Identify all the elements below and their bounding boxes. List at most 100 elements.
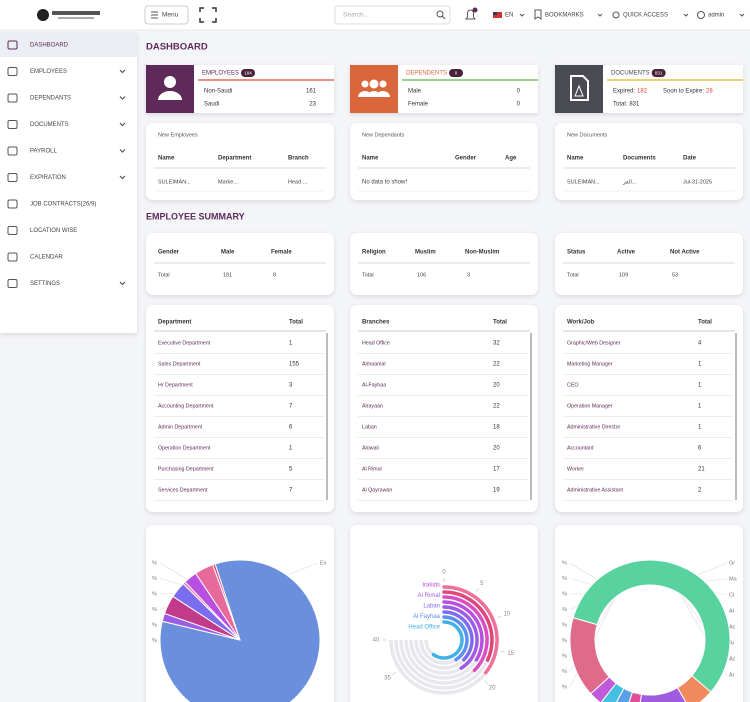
- sidebar: [0, 33, 137, 333]
- column-header: Total: [698, 320, 712, 326]
- row-label: Worker: [567, 466, 584, 472]
- slice-label: Al: [729, 608, 734, 614]
- stat-value: 28: [706, 89, 713, 95]
- nav-item[interactable]: DOCUMENTS: [30, 122, 69, 128]
- row-label: Marketing Manager: [567, 361, 613, 367]
- stat-title: DOCUMENTS: [611, 71, 650, 77]
- slice-label: %: [152, 622, 157, 628]
- row-total: 18: [493, 425, 500, 431]
- column-header: Branches: [362, 320, 390, 326]
- cell: Total: [567, 272, 579, 278]
- row-total: 1: [698, 425, 702, 431]
- row-total: 17: [493, 467, 500, 473]
- stat-icon-bg: [555, 65, 603, 113]
- row-label: Al Qayrawan: [362, 487, 392, 493]
- pdf-icon: [574, 84, 584, 97]
- fullscreen-icon[interactable]: [199, 7, 217, 23]
- tick-label: 40: [373, 638, 380, 644]
- language[interactable]: EN: [505, 13, 513, 19]
- legend-label: Irakids: [422, 583, 440, 589]
- column-header: Total: [493, 320, 507, 326]
- column-header: Department: [158, 320, 191, 326]
- card: [555, 123, 743, 200]
- cell: Total: [158, 272, 170, 278]
- card: [555, 305, 743, 512]
- cell: 109: [619, 272, 628, 278]
- menu-button[interactable]: [144, 5, 189, 25]
- row-total: 4: [698, 341, 702, 347]
- pdf-icon: [570, 75, 589, 101]
- row-total: 21: [698, 467, 705, 473]
- row-label: Executive Department: [158, 340, 211, 346]
- nav-item[interactable]: EMPLOYEES: [30, 69, 67, 75]
- ring-bar: [442, 585, 499, 675]
- row-total: 1: [698, 362, 702, 368]
- nav-item[interactable]: LOCATION WISE: [30, 228, 77, 234]
- nav-item[interactable]: EXPIRATION: [30, 175, 66, 181]
- user-name[interactable]: admin: [708, 13, 724, 19]
- slice-label: %: [562, 669, 567, 675]
- nav-icon: [7, 199, 18, 209]
- ring-bar: [442, 605, 479, 670]
- stat-label: Non-Saudi: [204, 89, 232, 95]
- tick-label: 15: [507, 651, 514, 657]
- slice-label: %: [562, 622, 567, 628]
- row-label: Almaamal: [362, 361, 386, 367]
- tick-label: 5: [480, 581, 484, 587]
- column-header: Religion: [362, 250, 386, 256]
- nav-icon: [7, 252, 18, 262]
- card: [146, 305, 334, 512]
- ring-bar: [442, 600, 484, 662]
- caret: [519, 13, 525, 17]
- slice: [639, 686, 687, 702]
- slice: [195, 564, 241, 641]
- caret: [683, 13, 689, 17]
- row-label: Administrative Director: [567, 424, 621, 430]
- search-icon: [436, 10, 444, 18]
- row-label: Head Office: [362, 340, 390, 346]
- chevron: [119, 149, 126, 153]
- slice-label: %: [562, 560, 567, 566]
- slice-label: %: [152, 638, 157, 644]
- row-total: 32: [493, 341, 500, 347]
- stat-value: 161: [306, 89, 317, 95]
- cell: SULEIMAN...: [158, 179, 191, 185]
- person-icon: [164, 76, 176, 88]
- row-total: 155: [289, 362, 300, 368]
- slice-label: %: [562, 591, 567, 597]
- stat-value: 0: [517, 102, 521, 108]
- row-total: 20: [493, 383, 500, 389]
- nav-item[interactable]: JOB CONTRACTS(26/9): [30, 202, 96, 208]
- tick-label: 20: [489, 686, 496, 692]
- row-label: Graphic/Web Designer: [567, 340, 621, 346]
- slice-label: %: [152, 576, 157, 582]
- person-icon: [158, 91, 182, 100]
- slice-label: Gr: [729, 560, 735, 566]
- nav-item[interactable]: SETTINGS: [30, 281, 60, 287]
- nav-item[interactable]: PAYROLL: [30, 149, 57, 155]
- legend-label: Al Rimal: [418, 593, 440, 599]
- nav-icon: [7, 279, 18, 288]
- row-label: Accountant: [567, 445, 594, 451]
- caret: [597, 13, 603, 17]
- page-title: DASHBOARD: [146, 42, 208, 53]
- column-header: Age: [505, 156, 517, 162]
- nav-item[interactable]: DEPENDANTS: [30, 96, 71, 102]
- notification-icon[interactable]: [465, 9, 476, 20]
- ring-bar: [442, 590, 494, 662]
- bookmarks[interactable]: BOOKMARKS: [545, 13, 584, 19]
- ring-bar: [442, 610, 474, 662]
- nav-item[interactable]: CALENDAR: [30, 255, 63, 261]
- cell: Total: [362, 272, 374, 278]
- legend-label: Al Fayhaa: [413, 614, 441, 620]
- chevron: [119, 281, 126, 286]
- quick-access[interactable]: QUICK ACCESS: [623, 13, 668, 19]
- slice: [572, 559, 731, 693]
- search-placeholder: Search...: [343, 12, 369, 19]
- group-icon: [369, 79, 379, 89]
- search-box[interactable]: [334, 5, 451, 25]
- nav-item[interactable]: DASHBOARD: [30, 43, 69, 49]
- flag-icon: [493, 12, 502, 18]
- column-header: Work/Job: [567, 320, 595, 326]
